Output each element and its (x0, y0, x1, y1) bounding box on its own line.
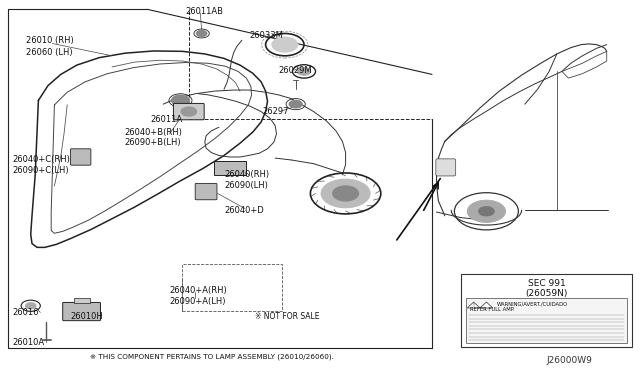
Bar (74, 298, 90, 303)
Circle shape (26, 303, 36, 309)
Text: 26033M: 26033M (250, 31, 284, 40)
Text: 26060 (LH): 26060 (LH) (26, 48, 72, 57)
Bar (435, 0, 637, 264)
Text: (26059N): (26059N) (525, 289, 568, 298)
Text: 26090(LH): 26090(LH) (224, 181, 268, 190)
Text: 26011A: 26011A (150, 115, 182, 124)
Bar (214, 161, 246, 175)
Circle shape (321, 179, 370, 208)
Circle shape (172, 95, 189, 106)
Text: 26010H: 26010H (70, 312, 103, 321)
Text: 26029M: 26029M (278, 66, 312, 75)
Polygon shape (467, 302, 480, 308)
Text: 26297: 26297 (262, 107, 289, 116)
Text: ※ THIS COMPONENT PERTAINS TO LAMP ASSEMBLY (26010/26060).: ※ THIS COMPONENT PERTAINS TO LAMP ASSEMB… (90, 354, 333, 360)
Circle shape (467, 200, 506, 222)
Circle shape (289, 100, 302, 108)
Circle shape (196, 31, 207, 36)
FancyBboxPatch shape (195, 183, 217, 200)
Text: 26010A: 26010A (13, 338, 45, 347)
FancyBboxPatch shape (70, 149, 91, 165)
Text: !: ! (472, 302, 475, 308)
Text: 26040+A(RH): 26040+A(RH) (170, 286, 227, 295)
Text: 26016: 26016 (13, 308, 39, 317)
Text: WARNING/AVERT./CUIDADO: WARNING/AVERT./CUIDADO (497, 301, 568, 306)
FancyBboxPatch shape (436, 159, 456, 176)
FancyBboxPatch shape (63, 302, 100, 321)
Circle shape (479, 207, 494, 216)
Text: 26011AB: 26011AB (186, 7, 223, 16)
Text: J26000W9: J26000W9 (547, 356, 593, 365)
Text: 26090+C(LH): 26090+C(LH) (13, 166, 69, 175)
Text: 26040+D: 26040+D (224, 206, 264, 215)
Text: 26010 (RH): 26010 (RH) (26, 36, 74, 45)
Text: ※ NOT FOR SALE: ※ NOT FOR SALE (255, 312, 319, 321)
Bar (182, 264, 282, 311)
Text: 26090+B(LH): 26090+B(LH) (125, 138, 181, 147)
Text: 26040(RH): 26040(RH) (224, 170, 269, 179)
Text: 26040+B(RH): 26040+B(RH) (125, 128, 182, 137)
Circle shape (298, 68, 310, 75)
Text: 26040+C(RH): 26040+C(RH) (13, 155, 70, 164)
Text: REFER FULL AMP.: REFER FULL AMP. (470, 307, 515, 312)
FancyBboxPatch shape (173, 103, 204, 120)
Bar (461, 274, 632, 347)
Circle shape (272, 37, 298, 52)
Circle shape (181, 107, 196, 116)
Text: 26090+A(LH): 26090+A(LH) (170, 297, 226, 306)
Text: SEC 991: SEC 991 (528, 279, 565, 288)
Bar (466, 298, 627, 343)
Circle shape (333, 186, 358, 201)
Polygon shape (480, 302, 493, 308)
